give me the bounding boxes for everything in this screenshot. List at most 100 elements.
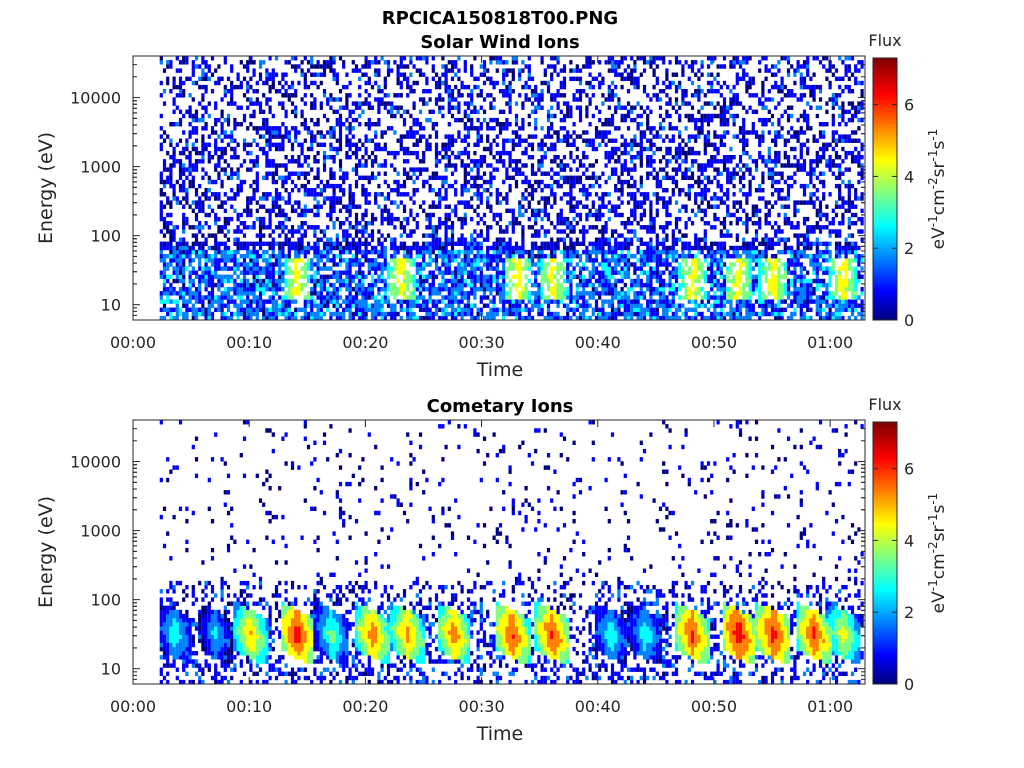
heatmap-cell bbox=[428, 254, 432, 259]
heatmap-cell bbox=[386, 72, 391, 77]
heatmap-cell bbox=[348, 282, 352, 288]
heatmap-cell bbox=[230, 266, 234, 271]
heatmap-cell bbox=[281, 229, 285, 234]
heatmap-cell bbox=[162, 307, 167, 313]
heatmap-cell bbox=[246, 167, 250, 172]
heatmap-cell bbox=[530, 163, 535, 168]
heatmap-cell bbox=[492, 295, 496, 300]
heatmap-cell bbox=[479, 299, 483, 304]
heatmap-cell bbox=[329, 249, 333, 255]
heatmap-cell bbox=[479, 200, 483, 205]
heatmap-cell bbox=[338, 175, 343, 181]
heatmap-cell bbox=[198, 101, 202, 106]
heatmap-cell bbox=[553, 130, 557, 135]
heatmap-cell bbox=[623, 76, 627, 82]
heatmap-cell bbox=[348, 262, 352, 267]
heatmap-cell bbox=[284, 216, 288, 222]
heatmap-cell bbox=[367, 262, 371, 267]
heatmap-cell bbox=[572, 130, 576, 135]
heatmap-cell bbox=[422, 282, 426, 288]
heatmap-cell bbox=[210, 303, 215, 308]
heatmap-cell bbox=[524, 262, 528, 267]
heatmap-cell bbox=[329, 130, 333, 135]
heatmap-cell bbox=[466, 245, 471, 251]
heatmap-cell bbox=[476, 254, 480, 259]
heatmap-cell bbox=[310, 80, 314, 86]
heatmap-cell bbox=[194, 274, 199, 280]
heatmap-cell bbox=[367, 200, 371, 205]
heatmap-cell bbox=[623, 179, 627, 185]
heatmap-cell bbox=[265, 258, 269, 263]
heatmap-cell bbox=[601, 237, 605, 242]
heatmap-cell bbox=[297, 175, 301, 181]
heatmap-cell bbox=[284, 278, 288, 284]
heatmap-cell bbox=[447, 60, 451, 65]
heatmap-cell bbox=[498, 150, 503, 156]
heatmap-cell bbox=[508, 299, 512, 304]
heatmap-cell bbox=[188, 155, 192, 160]
heatmap-cell bbox=[457, 155, 461, 160]
heatmap-cell bbox=[409, 212, 413, 218]
heatmap-cell bbox=[402, 278, 407, 284]
heatmap-cell bbox=[265, 282, 269, 288]
heatmap-cell bbox=[463, 216, 467, 222]
heatmap-cell bbox=[188, 274, 192, 280]
heatmap-cell bbox=[463, 60, 467, 65]
heatmap-cell bbox=[508, 208, 512, 214]
heatmap-cell bbox=[537, 179, 541, 185]
heatmap-cell bbox=[591, 76, 595, 82]
heatmap-cell bbox=[262, 126, 266, 131]
heatmap-cell bbox=[450, 245, 455, 251]
heatmap-cell bbox=[559, 80, 563, 86]
heatmap-cell bbox=[255, 175, 259, 181]
heatmap-cell bbox=[530, 142, 535, 148]
heatmap-cell bbox=[172, 159, 176, 164]
heatmap-cell bbox=[614, 68, 618, 73]
heatmap-cell bbox=[361, 64, 365, 69]
heatmap-cell bbox=[505, 68, 509, 73]
heatmap-cell bbox=[604, 274, 608, 280]
heatmap-cell bbox=[159, 245, 163, 251]
heatmap-cell bbox=[297, 159, 301, 164]
heatmap-cell bbox=[316, 295, 320, 300]
heatmap-cell bbox=[223, 56, 227, 61]
heatmap-cell bbox=[530, 233, 535, 238]
heatmap-cell bbox=[614, 167, 618, 172]
heatmap-cell bbox=[406, 282, 410, 288]
heatmap-cell bbox=[562, 266, 567, 271]
heatmap-cell bbox=[594, 126, 599, 131]
heatmap-cell bbox=[492, 167, 496, 172]
heatmap-cell bbox=[201, 76, 205, 82]
heatmap-cell bbox=[313, 262, 317, 267]
heatmap-cell bbox=[598, 315, 602, 321]
heatmap-cell bbox=[358, 270, 362, 275]
heatmap-cell bbox=[310, 303, 314, 308]
heatmap-cell bbox=[575, 291, 579, 296]
heatmap-cell bbox=[470, 303, 474, 308]
heatmap-cell bbox=[358, 175, 362, 181]
heatmap-cell bbox=[578, 76, 583, 82]
heatmap-cell bbox=[172, 233, 176, 238]
heatmap-cell bbox=[457, 130, 461, 135]
heatmap-cell bbox=[367, 282, 371, 288]
heatmap-cell bbox=[441, 287, 445, 292]
heatmap-cell bbox=[470, 101, 474, 106]
heatmap-cell bbox=[633, 233, 637, 238]
heatmap-cell bbox=[370, 175, 375, 181]
heatmap-cell bbox=[169, 138, 173, 143]
heatmap-cell bbox=[444, 80, 448, 86]
heatmap-cell bbox=[444, 155, 448, 160]
heatmap-cell bbox=[329, 258, 333, 263]
heatmap-cell bbox=[428, 117, 432, 123]
heatmap-cell bbox=[249, 303, 253, 308]
heatmap-cell bbox=[562, 80, 567, 86]
heatmap-cell bbox=[406, 175, 410, 181]
heatmap-cell bbox=[406, 233, 410, 238]
heatmap-cell bbox=[406, 254, 410, 259]
heatmap-cell bbox=[390, 188, 394, 193]
heatmap-cell bbox=[374, 80, 378, 86]
heatmap-cell bbox=[316, 122, 320, 127]
heatmap-cell bbox=[642, 241, 647, 247]
heatmap-cell bbox=[310, 258, 314, 263]
heatmap-cell bbox=[412, 130, 416, 135]
